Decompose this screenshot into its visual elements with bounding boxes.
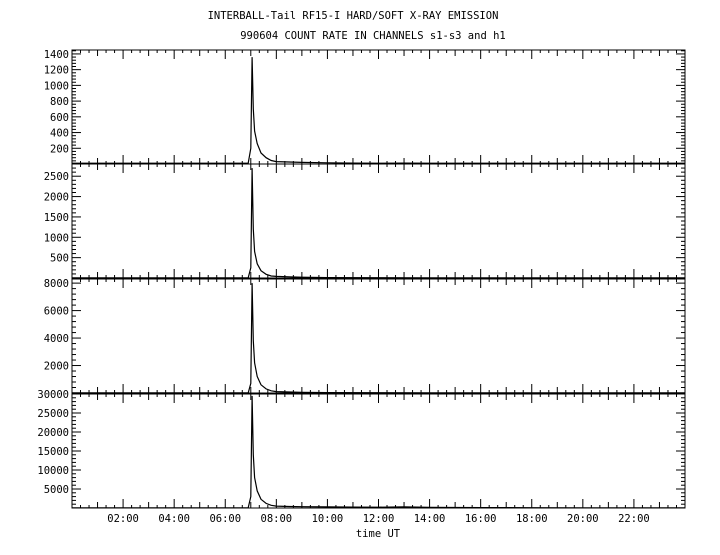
y-tick-label: 600 bbox=[50, 112, 69, 124]
x-tick-label: 02:00 bbox=[107, 513, 139, 525]
y-tick-label: 6000 bbox=[44, 306, 69, 318]
y-tick-label: 1500 bbox=[44, 212, 69, 224]
panel-4: 5000 10000 15000 20000 25000 30000 bbox=[37, 389, 686, 509]
x-axis-label: time UT bbox=[356, 528, 401, 540]
x-tick-label: 18:00 bbox=[516, 513, 548, 525]
chart-title: INTERBALL-Tail RF15-I HARD/SOFT X-RAY EM… bbox=[208, 10, 499, 22]
series-line-1 bbox=[72, 57, 685, 164]
y-tick-label: 10000 bbox=[37, 465, 69, 477]
panel-1: 200 400 600 800 1000 1200 1400 bbox=[44, 49, 686, 165]
panels-group: 2004006008001000120014005001000150020002… bbox=[37, 49, 686, 525]
series-line-1 bbox=[72, 168, 685, 279]
y-tick-label: 1400 bbox=[44, 49, 69, 61]
panel-frame bbox=[71, 49, 686, 165]
panel-frame bbox=[71, 163, 686, 279]
chart-subtitle: 990604 COUNT RATE IN CHANNELS s1-s3 and … bbox=[240, 30, 506, 42]
panel-2: 500 1000 1500 2000 2500 bbox=[44, 163, 686, 279]
y-tick-label: 500 bbox=[50, 253, 69, 265]
y-tick-label: 25000 bbox=[37, 408, 69, 420]
x-tick-label: 06:00 bbox=[209, 513, 241, 525]
x-tick-label: 22:00 bbox=[618, 513, 650, 525]
y-tick-label: 2500 bbox=[44, 171, 69, 183]
y-tick-label: 15000 bbox=[37, 446, 69, 458]
y-tick-label: 400 bbox=[50, 128, 69, 140]
x-tick-label: 04:00 bbox=[158, 513, 190, 525]
series-line-1 bbox=[72, 395, 685, 509]
panel-frame bbox=[71, 278, 686, 394]
x-tick-label: 16:00 bbox=[465, 513, 497, 525]
y-tick-label: 2000 bbox=[44, 361, 69, 373]
y-tick-label: 800 bbox=[50, 96, 69, 108]
x-tick-label: 12:00 bbox=[363, 513, 395, 525]
panel-3: 2000 4000 6000 8000 bbox=[44, 278, 686, 394]
y-tick-label: 1200 bbox=[44, 65, 69, 77]
y-tick-label: 5000 bbox=[44, 484, 69, 496]
y-tick-label: 1000 bbox=[44, 232, 69, 244]
y-tick-label: 1000 bbox=[44, 80, 69, 92]
y-tick-label: 4000 bbox=[44, 333, 69, 345]
panel-frame bbox=[71, 393, 686, 509]
y-tick-label: 20000 bbox=[37, 427, 69, 439]
x-tick-label: 14:00 bbox=[414, 513, 446, 525]
y-tick-label: 200 bbox=[50, 143, 69, 155]
y-tick-label: 2000 bbox=[44, 192, 69, 204]
x-tick-label: 10:00 bbox=[312, 513, 344, 525]
x-tick-label: 20:00 bbox=[567, 513, 599, 525]
y-tick-label: 30000 bbox=[37, 389, 69, 401]
x-tick-label: 08:00 bbox=[261, 513, 293, 525]
y-tick-label: 8000 bbox=[44, 278, 69, 290]
series-line-1 bbox=[72, 283, 685, 394]
